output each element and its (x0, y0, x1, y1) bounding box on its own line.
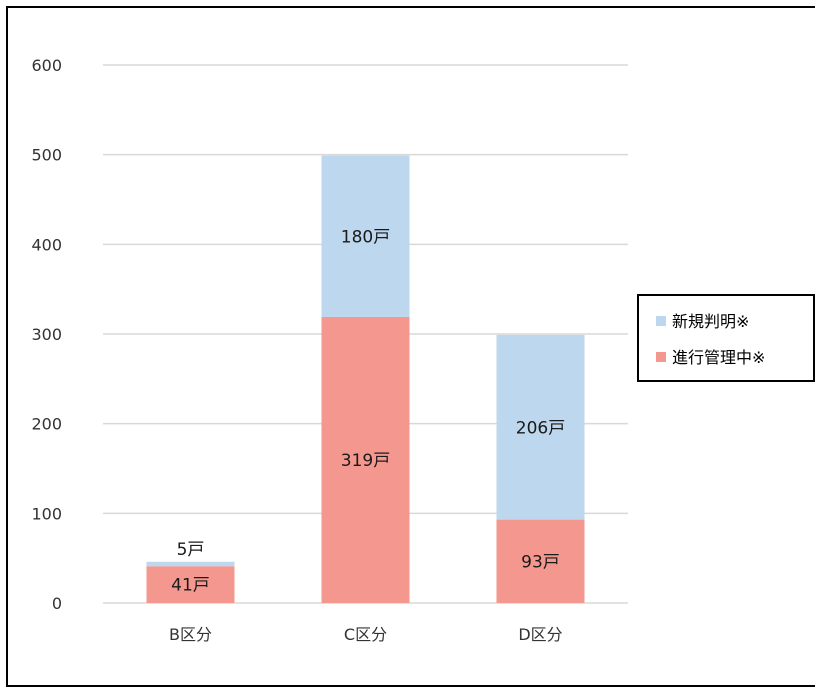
data-label-new-0: 5戸 (177, 540, 205, 560)
x-category-label-0: B区分 (169, 625, 212, 644)
bars (146, 155, 585, 603)
x-category-label-1: C区分 (344, 625, 387, 644)
y-tick-label-0: 0 (52, 594, 62, 613)
y-tick-label-500: 500 (31, 146, 62, 165)
data-label-in-progress-2: 93戸 (521, 552, 560, 572)
data-label-new-2: 206戸 (516, 418, 565, 438)
y-tick-label-300: 300 (31, 325, 62, 344)
legend-swatch-1 (656, 316, 666, 326)
y-tick-label-100: 100 (31, 504, 62, 523)
x-category-label-2: D区分 (518, 625, 562, 644)
legend: 新規判明※ 進行管理中※ (637, 294, 815, 382)
axis-labels: 0 100 200 300 400 500 600 B区分 C区分 D区分 (31, 56, 562, 644)
bar-new-2 (496, 334, 585, 520)
y-tick-label-400: 400 (31, 235, 62, 254)
bar-new-1 (321, 155, 410, 317)
legend-label-1: 新規判明※ (672, 312, 749, 331)
legend-swatch-0 (656, 352, 666, 362)
data-label-in-progress-0: 41戸 (171, 576, 210, 596)
data-label-new-1: 180戸 (341, 227, 390, 247)
data-labels: 41戸 5戸 319戸 180戸 93戸 206戸 (171, 227, 565, 595)
bar-in-progress-0 (146, 566, 235, 603)
bar-new-0 (146, 561, 235, 567)
y-tick-label-200: 200 (31, 415, 62, 434)
legend-box (637, 294, 815, 382)
bar-in-progress-1 (321, 316, 410, 603)
legend-label-0: 進行管理中※ (672, 348, 765, 367)
y-tick-label-600: 600 (31, 56, 62, 75)
data-label-in-progress-1: 319戸 (341, 451, 390, 471)
bar-in-progress-2 (496, 519, 585, 603)
